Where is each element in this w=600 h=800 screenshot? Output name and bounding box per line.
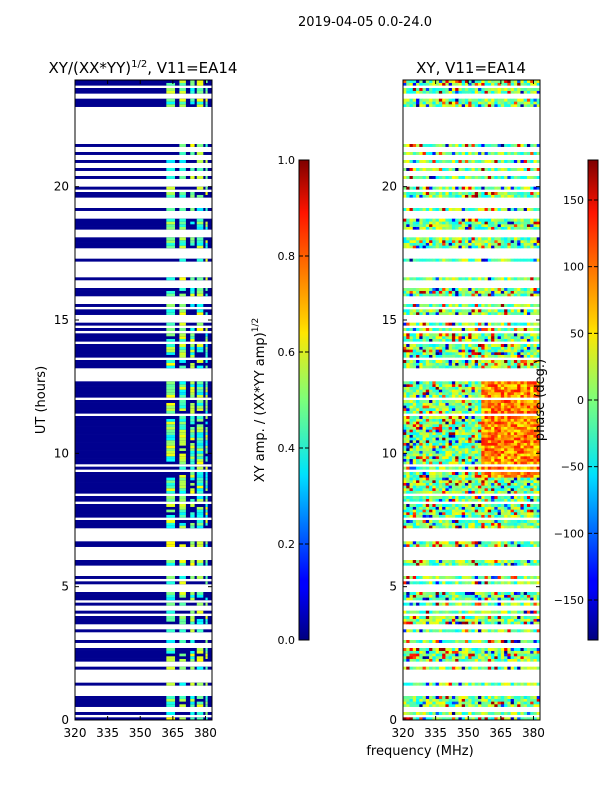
phase-colorbar-ticks: −150 −100 −50 0 50 100 150 bbox=[554, 194, 598, 607]
x-tick-label: 380 bbox=[522, 726, 545, 740]
amplitude-panel: XY/(XX*YY)1/2, V11=EA14 320 335 350 365 380 0… bbox=[34, 59, 237, 740]
x-tick-label: 380 bbox=[194, 726, 217, 740]
y-tick-label: 20 bbox=[54, 180, 69, 194]
colorbar-tick-label: −50 bbox=[561, 461, 584, 474]
phase-panel-title: XY, V11=EA14 bbox=[416, 59, 526, 77]
colorbar-tick-label: 1.0 bbox=[278, 154, 296, 167]
colorbar-tick-label: 0.4 bbox=[278, 442, 296, 455]
phase-axes: 320 335 350 365 380 0 5 10 15 20 bbox=[382, 80, 545, 740]
y-tick-label: 10 bbox=[382, 446, 397, 460]
colorbar-tick-label: 150 bbox=[563, 194, 584, 207]
x-tick-label: 320 bbox=[64, 726, 87, 740]
colorbar-tick-label: −100 bbox=[554, 527, 584, 540]
amplitude-colorbar: 0.0 0.2 0.4 0.6 0.8 1.0 XY amp. / (XX*YY amp)… bbox=[251, 154, 310, 647]
colorbar-tick-label: 0.6 bbox=[278, 346, 296, 359]
colorbar-tick-label: 0.0 bbox=[278, 634, 296, 647]
x-tick-label: 350 bbox=[457, 726, 480, 740]
y-tick-label: 0 bbox=[61, 713, 69, 727]
colorbar-tick-label: −150 bbox=[554, 594, 584, 607]
x-tick-label: 365 bbox=[161, 726, 184, 740]
y-tick-label: 5 bbox=[61, 580, 69, 594]
phase-colorbar: −150 −100 −50 0 50 100 150 phase (deg.) bbox=[533, 159, 599, 641]
colorbar-tick-label: 0.8 bbox=[278, 250, 296, 263]
y-tick-label: 15 bbox=[54, 313, 69, 327]
colorbar-tick-label: 0.2 bbox=[278, 538, 296, 551]
phase-heatmap bbox=[403, 80, 540, 720]
colorbar-tick-label: 50 bbox=[570, 327, 584, 340]
amplitude-panel-title: XY/(XX*YY)1/2, V11=EA14 bbox=[49, 59, 238, 77]
figure-suptitle: 2019-04-05 0.0-24.0 bbox=[298, 15, 432, 30]
x-tick-label: 350 bbox=[129, 726, 152, 740]
phase-panel: XY, V11=EA14 320 335 350 365 380 0 5 10 15 20 bbox=[382, 59, 545, 740]
amplitude-colorbar-label: XY amp. / (XX*YY amp)1/2 bbox=[251, 318, 268, 482]
ut-axis-label: UT (hours) bbox=[34, 366, 49, 434]
y-tick-label: 10 bbox=[54, 446, 69, 460]
amplitude-colorbar-gradient bbox=[298, 159, 310, 641]
y-tick-label: 5 bbox=[389, 580, 397, 594]
colorbar-tick-label: 100 bbox=[563, 261, 584, 274]
frequency-axis-label: frequency (MHz) bbox=[366, 744, 473, 759]
amplitude-plot-frame bbox=[74, 79, 213, 721]
y-tick-label: 0 bbox=[389, 713, 397, 727]
amplitude-colorbar-ticks: 0.0 0.2 0.4 0.6 0.8 1.0 bbox=[278, 154, 309, 647]
x-tick-label: 365 bbox=[489, 726, 512, 740]
amplitude-heatmap bbox=[75, 80, 212, 720]
y-tick-label: 15 bbox=[382, 313, 397, 327]
amplitude-axes: 320 335 350 365 380 0 5 10 15 20 bbox=[54, 80, 217, 740]
x-tick-label: 320 bbox=[392, 726, 415, 740]
phase-plot-frame bbox=[402, 79, 541, 721]
phase-colorbar-label: phase (deg.) bbox=[533, 359, 548, 441]
colorbar-tick-label: 0 bbox=[577, 394, 584, 407]
x-tick-label: 335 bbox=[96, 726, 119, 740]
y-tick-label: 20 bbox=[382, 180, 397, 194]
x-tick-label: 335 bbox=[424, 726, 447, 740]
